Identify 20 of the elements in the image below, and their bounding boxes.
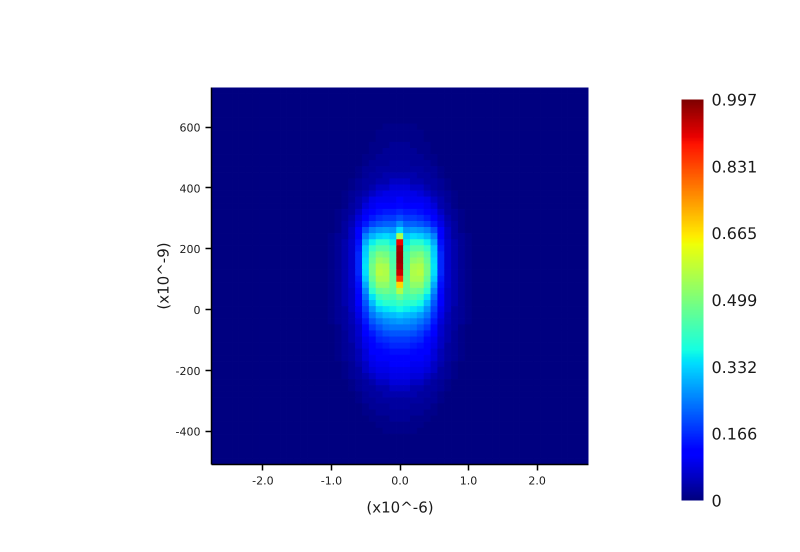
color-bar-label: 0.831 (712, 157, 758, 176)
y-tick-label: 400 (180, 182, 201, 196)
x-tick-label: 2.0 (528, 474, 546, 488)
y-tick-label: 0 (194, 304, 200, 317)
y-tick-label: 200 (180, 243, 201, 256)
x-tick-label: 0.0 (391, 474, 409, 488)
y-tick-label: -200 (176, 364, 201, 378)
x-tick-label: 1.0 (460, 474, 478, 488)
color-bar-label: 0.997 (712, 90, 758, 110)
y-axis-title: (x10^-9) (154, 242, 173, 310)
color-bar-label: 0.166 (712, 424, 758, 444)
color-bar-label: 0.332 (712, 358, 758, 377)
x-axis-title: (x10^-6) (366, 498, 434, 516)
x-tick-label: -2.0 (252, 474, 274, 488)
y-tick-label: -400 (176, 426, 201, 439)
y-tick-label: 600 (180, 122, 201, 135)
color-bar-label: 0 (712, 492, 722, 510)
color-bar-label: 0.665 (712, 224, 758, 244)
x-tick-label: -1.0 (320, 474, 342, 488)
color-bar-label: 0.499 (712, 290, 758, 310)
